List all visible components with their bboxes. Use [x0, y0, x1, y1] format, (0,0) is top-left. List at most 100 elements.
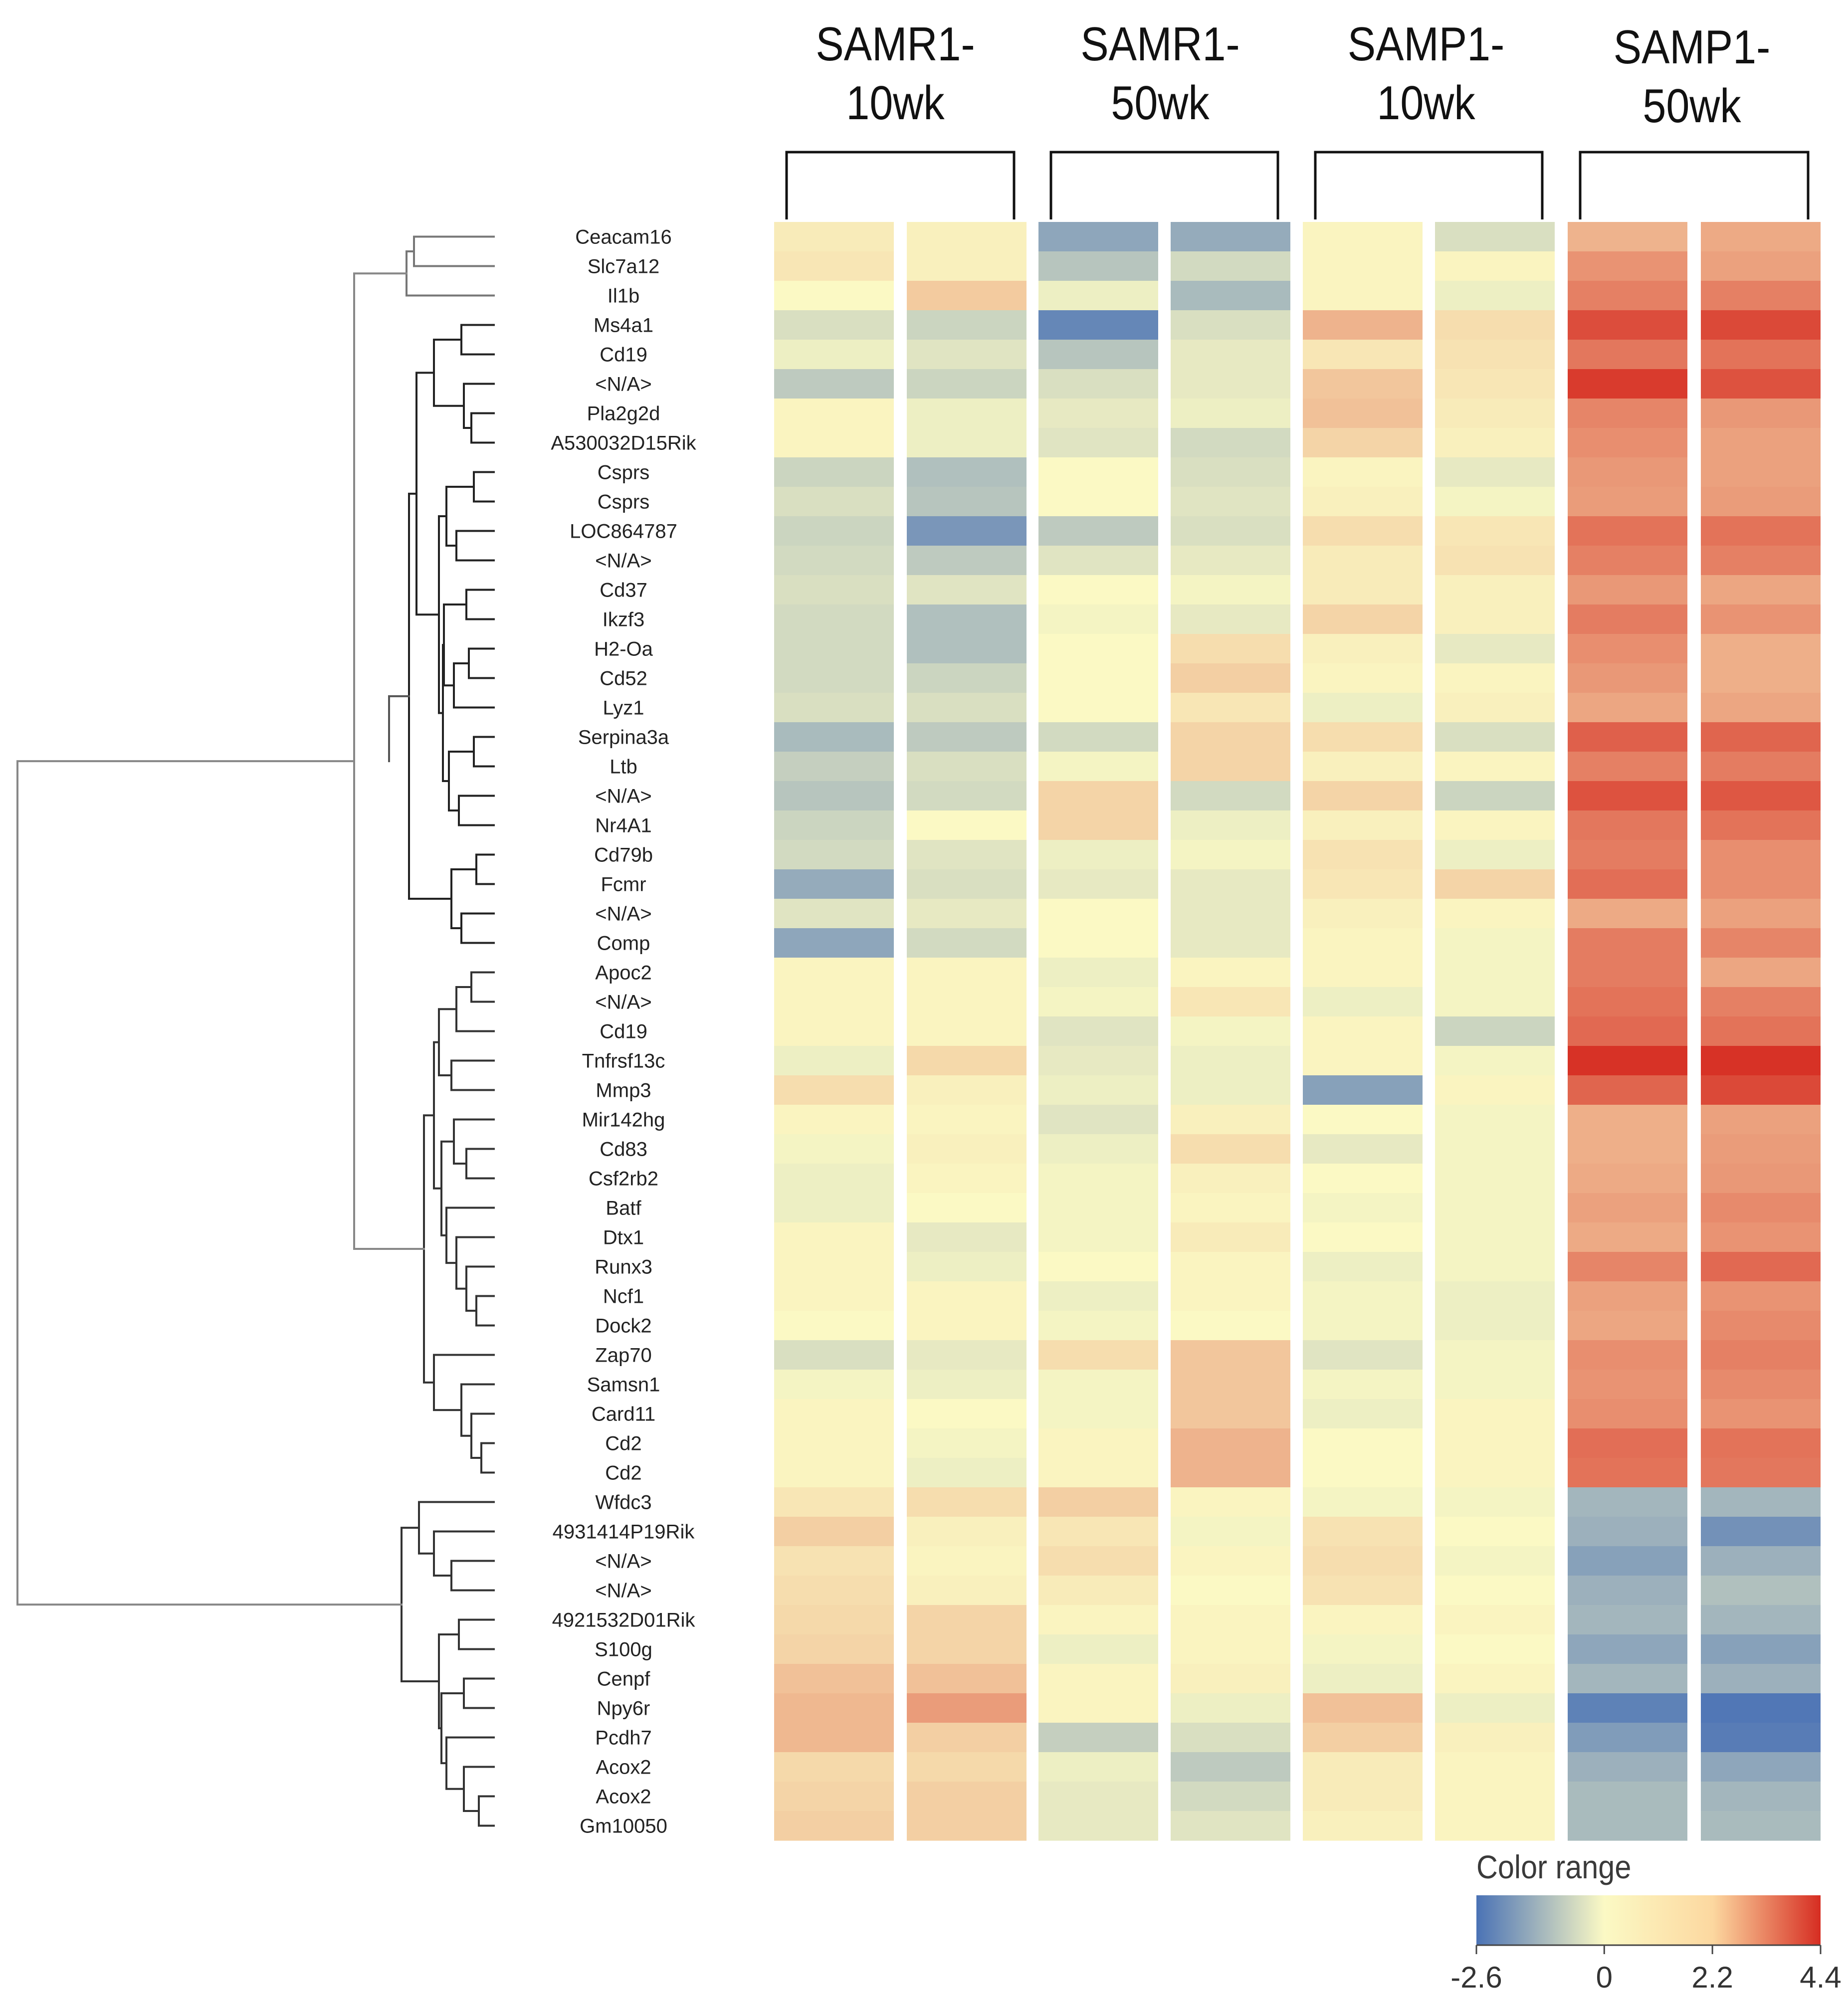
- heatmap-cell: [1038, 457, 1158, 487]
- heatmap-cell: [1171, 516, 1290, 546]
- heatmap-cell: [1435, 1517, 1555, 1547]
- heatmap-cell: [1568, 310, 1687, 340]
- legend-tick-label: 0: [1596, 1961, 1613, 1994]
- legend-title: Color range: [1476, 1848, 1632, 1885]
- heatmap-cell: [1435, 1546, 1555, 1576]
- group-bracket: [785, 151, 1016, 219]
- heatmap-cell: [1568, 869, 1687, 899]
- heatmap-cell: [1303, 1693, 1423, 1723]
- heatmap-cell: [1171, 340, 1290, 370]
- heatmap-cell: [1171, 1723, 1290, 1753]
- heatmap-cell: [907, 781, 1027, 811]
- heatmap-cell: [774, 516, 894, 546]
- heatmap-cell: [774, 1016, 894, 1046]
- heatmap-cell: [1303, 1517, 1423, 1547]
- heatmap-cell: [907, 1723, 1027, 1753]
- heatmap-cell: [907, 1428, 1027, 1458]
- heatmap-cell: [1435, 1046, 1555, 1076]
- dendrogram-branch: [418, 1501, 495, 1555]
- heatmap-cell: [907, 1517, 1027, 1547]
- heatmap-cell: [774, 1576, 894, 1606]
- heatmap-cell: [1435, 222, 1555, 252]
- dendrogram-branch: [465, 1265, 495, 1312]
- color-legend: -2.6 0 2.2 4.4: [1450, 1895, 1842, 1994]
- row-label: Cd2: [605, 1433, 641, 1455]
- heatmap-cell: [1435, 310, 1555, 340]
- heatmap-cell: [1701, 340, 1821, 370]
- heatmap-cell: [1701, 1134, 1821, 1164]
- heatmap-cell: [1568, 1340, 1687, 1370]
- heatmap-cell: [1303, 1576, 1423, 1606]
- dendrogram-branch: [438, 1008, 457, 1076]
- heatmap-cell: [1701, 634, 1821, 664]
- heatmap-cell: [774, 222, 894, 252]
- dendrogram-branch: [475, 853, 495, 885]
- row-label: Ncf1: [603, 1286, 644, 1308]
- heatmap-cell: [1435, 546, 1555, 576]
- heatmap-cell: [1435, 663, 1555, 693]
- heatmap-cell: [1568, 1634, 1687, 1664]
- heatmap-cell: [1171, 310, 1290, 340]
- heatmap-cell: [1568, 899, 1687, 929]
- heatmap-cell: [1171, 1046, 1290, 1076]
- heatmap-cell: [774, 840, 894, 870]
- heatmap-cell: [1303, 546, 1423, 576]
- heatmap-cell: [1568, 1046, 1687, 1076]
- heatmap-cell: [1435, 987, 1555, 1017]
- heatmap-cell: [1038, 1399, 1158, 1429]
- heatmap-cell: [1303, 1634, 1423, 1664]
- heatmap-cell: [1701, 1723, 1821, 1753]
- heatmap-cell: [1303, 1458, 1423, 1488]
- heatmap-cell: [1435, 1399, 1555, 1429]
- heatmap-cell: [1568, 1811, 1687, 1841]
- dendrogram-branch: [450, 1059, 495, 1091]
- group-bracket: [1579, 151, 1810, 219]
- group-bracket: [1049, 151, 1279, 219]
- heatmap-cell: [1171, 1428, 1290, 1458]
- group-label-line2: 10wk: [1377, 76, 1475, 130]
- legend-tick-label: 2.2: [1691, 1961, 1733, 1994]
- row-label: Csprs: [598, 462, 649, 484]
- heatmap-cell: [1303, 1428, 1423, 1458]
- heatmap-cell: [907, 869, 1027, 899]
- heatmap-cell: [1038, 634, 1158, 664]
- dendrogram-branch: [455, 1236, 495, 1290]
- dendrogram-branch: [433, 1530, 495, 1577]
- heatmap-cell: [907, 1075, 1027, 1105]
- heatmap-cell: [774, 1634, 894, 1664]
- row-label: Apoc2: [595, 962, 651, 984]
- heatmap-cell: [907, 1281, 1027, 1311]
- heatmap-cell: [1171, 869, 1290, 899]
- row-label: <N/A>: [595, 903, 651, 925]
- heatmap-cell: [1303, 722, 1423, 752]
- heatmap-cell: [907, 369, 1027, 399]
- dendrogram-branch: [445, 1206, 495, 1264]
- heatmap-cell: [1303, 487, 1423, 517]
- heatmap-cell: [1701, 958, 1821, 988]
- heatmap-cell: [1568, 340, 1687, 370]
- heatmap-cell: [1171, 251, 1290, 281]
- heatmap-cell: [1435, 1252, 1555, 1282]
- heatmap-cell: [1171, 604, 1290, 634]
- row-label: Tnfrsf13c: [582, 1050, 665, 1072]
- heatmap-cell: [1701, 1046, 1821, 1076]
- heatmap-cell: [1038, 899, 1158, 929]
- heatmap-cell: [1435, 869, 1555, 899]
- group-label-line1: SAMP1-: [1347, 17, 1505, 71]
- heatmap-cell: [1435, 1105, 1555, 1135]
- heatmap-cell: [1038, 369, 1158, 399]
- row-dendrogram: [16, 235, 495, 1827]
- heatmap-cell: [1568, 663, 1687, 693]
- row-label: Zap70: [595, 1345, 651, 1367]
- heatmap-cell: [1701, 1075, 1821, 1105]
- heatmap-cell: [1171, 1311, 1290, 1341]
- row-label: <N/A>: [595, 550, 651, 572]
- row-label: Fcmr: [601, 874, 646, 896]
- heatmap-cell: [1435, 1134, 1555, 1164]
- heatmap-cell: [1435, 575, 1555, 605]
- group-label-line1: SAMP1-: [1613, 20, 1771, 74]
- heatmap-cell: [1303, 310, 1423, 340]
- heatmap-cell: [1038, 1370, 1158, 1400]
- heatmap-cell: [1171, 1016, 1290, 1046]
- legend-tick-label: 4.4: [1800, 1961, 1841, 1994]
